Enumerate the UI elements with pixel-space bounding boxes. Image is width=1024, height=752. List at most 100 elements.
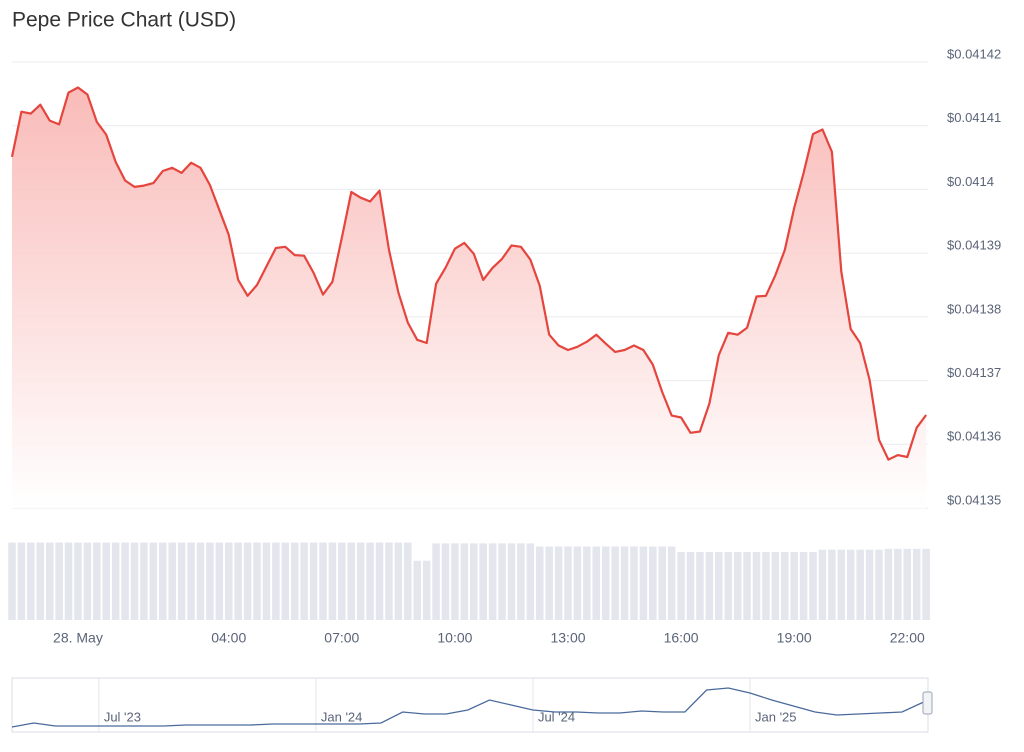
volume-bar xyxy=(809,552,817,620)
volume-bar xyxy=(799,552,808,620)
volume-bar xyxy=(743,552,751,620)
y-tick-label: $0.04138 xyxy=(947,301,1001,316)
volume-bar xyxy=(846,549,855,620)
volume-bar xyxy=(649,546,657,620)
x-tick-label: 10:00 xyxy=(437,630,472,646)
volume-bar xyxy=(55,542,63,620)
volume-bar xyxy=(451,543,459,620)
y-tick-label: $0.04136 xyxy=(947,429,1001,444)
volume-bar xyxy=(658,546,667,620)
volume-bar xyxy=(215,542,224,620)
volume-bar xyxy=(243,542,252,620)
volume-bar xyxy=(93,542,101,620)
y-tick-label: $0.04142 xyxy=(947,46,1001,61)
y-tick-label: $0.04135 xyxy=(947,492,1001,507)
volume-bar xyxy=(159,542,167,620)
volume-bar xyxy=(253,542,261,620)
volume-bar xyxy=(177,542,186,620)
volume-bar xyxy=(507,543,516,620)
volume-bar xyxy=(102,542,111,620)
volume-bar xyxy=(856,549,864,620)
volume-bar xyxy=(752,552,761,620)
volume-bar xyxy=(790,552,798,620)
volume-bar xyxy=(262,542,271,620)
volume-bar xyxy=(470,543,478,620)
volume-bar xyxy=(922,548,930,620)
volume-bar xyxy=(564,546,572,620)
navigator-handle xyxy=(922,691,933,715)
volume-bar xyxy=(121,542,129,620)
volume-bar xyxy=(611,546,619,620)
volume-bar xyxy=(696,552,704,620)
volume-bar xyxy=(554,546,563,620)
volume-bar xyxy=(677,552,685,620)
volume-bar xyxy=(828,549,836,620)
navigator-tick-label: Jan '25 xyxy=(755,709,797,724)
volume-bar xyxy=(8,542,16,620)
volume-bar xyxy=(724,552,732,620)
volume-bar xyxy=(272,542,280,620)
volume-bar xyxy=(130,542,139,620)
volume-bar xyxy=(196,542,205,620)
price-line xyxy=(10,86,927,461)
volume-bar xyxy=(733,552,742,620)
volume-bar xyxy=(422,560,431,620)
volume-bar xyxy=(74,542,82,620)
volume-bar xyxy=(583,546,591,620)
volume-bar xyxy=(837,549,846,620)
volume-bar xyxy=(592,546,601,620)
navigator-tick-label: Jul '24 xyxy=(538,709,575,724)
volume-bar xyxy=(517,543,525,620)
volume-bar xyxy=(432,543,440,620)
volume-bar xyxy=(441,543,450,620)
volume-bar xyxy=(460,543,469,620)
volume-bar xyxy=(488,543,497,620)
navigator-tick-label: Jan '24 xyxy=(321,709,363,724)
x-tick-label: 22:00 xyxy=(890,630,925,646)
volume-bar xyxy=(498,543,506,620)
volume-bar xyxy=(111,542,120,620)
volume-bar xyxy=(912,548,921,620)
y-tick-label: $0.04141 xyxy=(947,110,1001,125)
volume-bar xyxy=(309,542,318,620)
volume-bar xyxy=(771,552,780,620)
volume-bar xyxy=(300,542,308,620)
volume-bar xyxy=(328,542,337,620)
x-tick-label: 07:00 xyxy=(324,630,359,646)
volume-bar xyxy=(601,546,610,620)
volume-bar xyxy=(535,546,544,620)
x-tick-label: 16:00 xyxy=(664,630,699,646)
volume-bar xyxy=(64,542,73,620)
volume-bar xyxy=(224,542,233,620)
volume-bar xyxy=(620,546,629,620)
volume-bar xyxy=(818,549,827,620)
volume-bar xyxy=(705,552,714,620)
volume-bar xyxy=(762,552,770,620)
volume-bar xyxy=(338,542,346,620)
volume-bar xyxy=(479,543,487,620)
x-tick-label: 13:00 xyxy=(550,630,585,646)
volume-bar xyxy=(875,549,883,620)
volume-bar xyxy=(347,542,356,620)
volume-bar xyxy=(884,548,893,620)
navigator-line xyxy=(11,687,924,728)
volume-bar xyxy=(686,552,695,620)
volume-bar xyxy=(630,546,638,620)
volume-bar xyxy=(27,542,35,620)
volume-bar xyxy=(17,542,26,620)
volume-bar xyxy=(413,560,421,620)
y-tick-label: $0.04137 xyxy=(947,365,1001,380)
y-tick-label: $0.0414 xyxy=(947,174,994,189)
volume-bar xyxy=(234,542,242,620)
volume-bar xyxy=(149,542,158,620)
volume-bar xyxy=(780,552,789,620)
volume-bar xyxy=(36,542,45,620)
volume-bar xyxy=(385,542,393,620)
volume-bar xyxy=(168,542,176,620)
volume-bar xyxy=(639,546,648,620)
volume-bar xyxy=(281,542,290,620)
volume-bar xyxy=(356,542,365,620)
volume-bar xyxy=(206,542,214,620)
volume-bar xyxy=(894,548,902,620)
volume-bar xyxy=(573,546,582,620)
